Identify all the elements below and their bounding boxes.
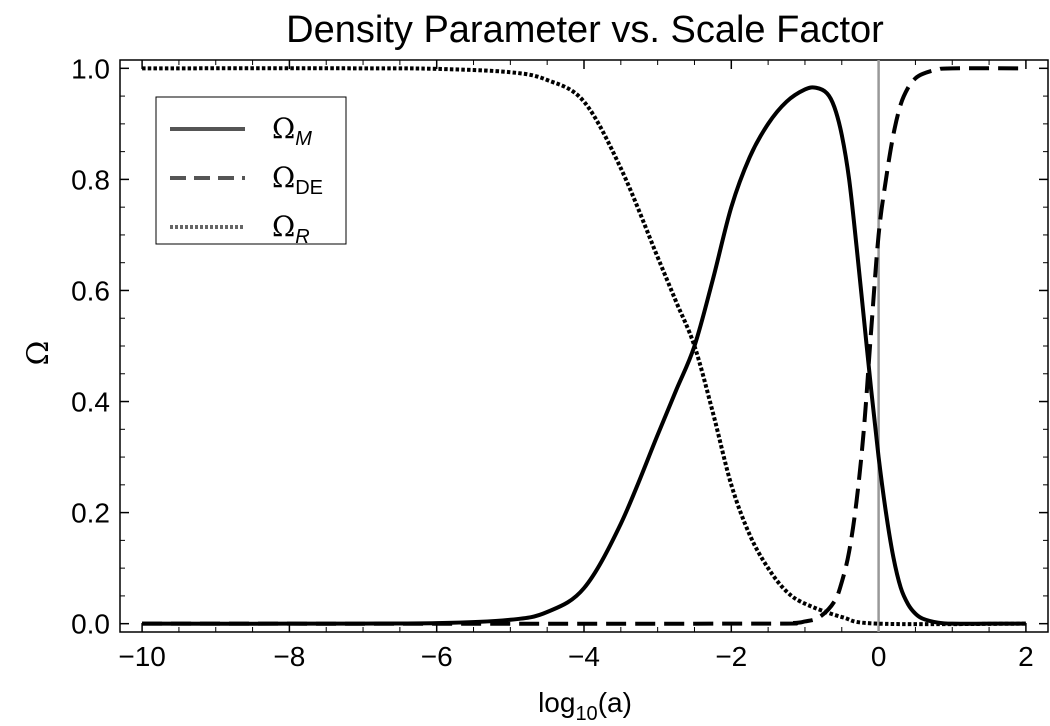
legend-subscript: R <box>295 226 309 248</box>
y-ticks: 0.0 0.2 0.4 0.6 0.8 1.0 <box>71 53 1048 640</box>
x-axis-label-sub: 10 <box>575 703 597 725</box>
x-tick-label: 0 <box>871 641 887 672</box>
legend-symbol: Ω <box>272 112 295 145</box>
y-axis-label: Ω <box>21 341 56 366</box>
x-tick-label: 2 <box>1018 641 1034 672</box>
y-tick-label: 0.6 <box>71 275 110 306</box>
legend-label-de: ΩDE <box>272 161 323 199</box>
x-axis-label-suffix: (a) <box>598 687 632 718</box>
x-tick-label: −2 <box>715 641 747 672</box>
x-ticks: −10 −8 −6 −4 −2 0 2 <box>118 60 1034 672</box>
x-tick-label: −8 <box>273 641 305 672</box>
x-tick-label: −10 <box>118 641 166 672</box>
series-line-m <box>142 85 1026 626</box>
x-axis-label: log10(a) <box>538 687 632 725</box>
x-tick-label: −4 <box>568 641 600 672</box>
y-tick-label: 0.0 <box>71 609 110 640</box>
y-tick-label: 0.4 <box>71 387 110 418</box>
y-tick-label: 0.8 <box>71 164 110 195</box>
series-line-r <box>142 66 1026 627</box>
y-tick-label: 1.0 <box>71 53 110 84</box>
x-axis-label-base: log <box>538 687 575 718</box>
legend-subscript: DE <box>295 177 323 199</box>
chart-title: Density Parameter vs. Scale Factor <box>286 9 884 51</box>
legend-label-m: ΩM <box>272 112 312 150</box>
x-tick-label: −6 <box>421 641 453 672</box>
legend-symbol: Ω <box>272 161 295 194</box>
series-line-de <box>142 66 1026 626</box>
legend-symbol: Ω <box>272 210 295 243</box>
y-tick-label: 0.2 <box>71 498 110 529</box>
legend-box <box>155 96 347 245</box>
legend-label-r: ΩR <box>272 210 310 248</box>
series-group <box>142 66 1026 627</box>
legend-subscript: M <box>295 128 312 150</box>
